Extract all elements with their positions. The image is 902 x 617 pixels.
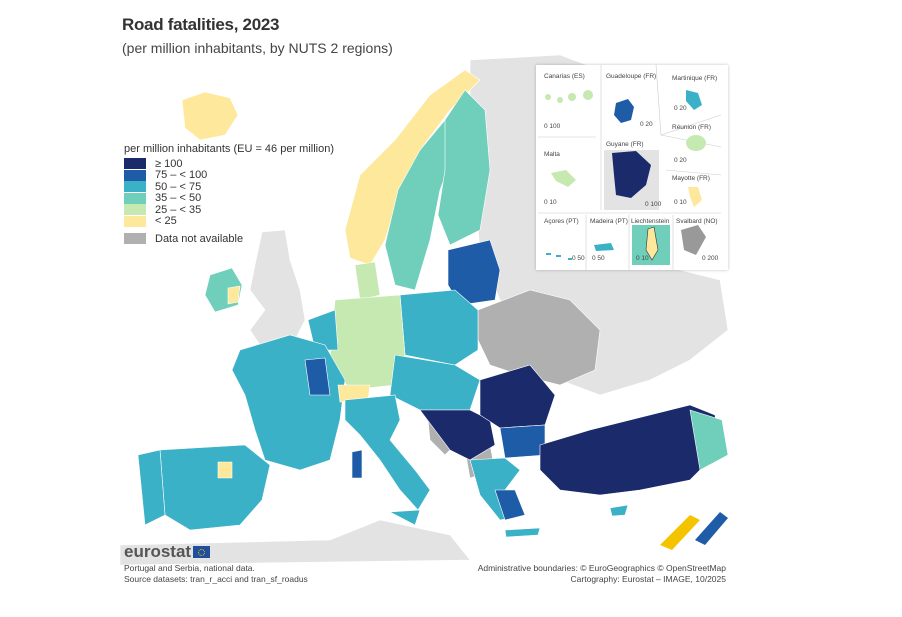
legend-item-na: Data not available (124, 233, 334, 245)
inset-panel: Canarias (ES) 0 100 Guadeloupe (FR) 0 20… (536, 65, 728, 270)
inset-scale-canarias: 0 100 (544, 123, 561, 130)
belarus-ukraine-nodata (477, 289, 601, 386)
logo-text: eurostat (124, 542, 192, 561)
inset-label-martinique: Martinique (FR) (672, 75, 718, 82)
inset-label-svalbard: Svalbard (NO) (676, 218, 718, 225)
legend-item: 25 – < 35 (124, 204, 334, 216)
italy (344, 394, 431, 511)
map-subtitle: (per million inhabitants, by NUTS 2 regi… (122, 40, 393, 56)
legend-item: 75 – < 100 (124, 169, 334, 182)
crete (504, 527, 541, 538)
legend-item: ≥ 100 (124, 158, 334, 170)
legend-item: < 25 (124, 215, 334, 228)
canarias-shape (545, 90, 593, 103)
finland (437, 89, 491, 246)
denmark (354, 261, 381, 301)
acores-shape (546, 253, 572, 260)
map-title: Road fatalities, 2023 (122, 15, 280, 34)
legend-swatch (124, 192, 146, 204)
svalbard-shape (681, 225, 706, 255)
inset-scale-madeira: 0 50 (592, 255, 605, 262)
footer-notes: Portugal and Serbia, national data. Sour… (124, 563, 308, 585)
legend-item: 50 – < 75 (124, 181, 334, 193)
legend-swatch (124, 181, 146, 193)
baltic-states (447, 239, 501, 306)
legend-label: ≥ 100 (155, 157, 183, 170)
legend-item: 35 – < 50 (124, 192, 334, 205)
legend-swatch (124, 215, 146, 227)
inset-scale-acores: 0 50 (572, 255, 585, 262)
central-europe (389, 354, 481, 411)
madeira-shape (594, 243, 614, 251)
legend-label: Data not available (155, 232, 244, 245)
inset-label-guadeloupe: Guadeloupe (FR) (606, 73, 657, 80)
greece-south (494, 489, 526, 521)
legend-label: < 25 (155, 215, 177, 228)
france-centre-east (304, 357, 331, 396)
guyane-shape (612, 151, 651, 198)
footer-note: Portugal and Serbia, national data. (124, 563, 255, 573)
inset-label-guyane: Guyane (FR) (606, 141, 644, 148)
legend-label: 35 – < 50 (155, 192, 202, 205)
benelux (307, 309, 339, 351)
uk-region (249, 229, 306, 346)
legend-label: 25 – < 35 (155, 203, 202, 216)
footer-source: Source datasets: tran_r_acci and tran_sf… (124, 574, 308, 584)
legend-label: 50 – < 75 (155, 180, 202, 193)
turkey-east (689, 409, 729, 471)
inset-scale-reunion: 0 20 (674, 157, 687, 164)
guadeloupe-shape (614, 99, 634, 123)
bulgaria (499, 424, 546, 459)
portugal (137, 449, 166, 526)
inset-label-liechtenstein: Liechtenstein (631, 218, 670, 225)
spain (159, 444, 271, 531)
cyprus (609, 504, 629, 517)
eurostat-logo: eurostat (124, 542, 211, 562)
legend-title: per million inhabitants (EU = 46 per mil… (124, 143, 335, 155)
inset-scale-guadeloupe: 0 20 (640, 121, 653, 128)
sicily (388, 509, 421, 526)
inset-label-madeira: Madeira (PT) (590, 218, 628, 225)
sweden (384, 119, 456, 291)
eurostat-decor-yellow (660, 515, 700, 550)
legend-label: 75 – < 100 (155, 169, 208, 182)
spain-madrid (217, 461, 233, 479)
inset-scale-malta: 0 10 (544, 199, 557, 206)
inset-scale-guyane: 0 100 (645, 201, 662, 208)
iceland (181, 91, 239, 141)
inset-label-canarias: Canarias (ES) (544, 73, 585, 80)
malta-shape (551, 170, 576, 187)
eurostat-decor-blue (695, 512, 728, 545)
liechtenstein-shape (645, 226, 659, 261)
inset-label-acores: Açores (PT) (544, 218, 579, 225)
croatia-serbia-bosnia (419, 409, 496, 461)
poland (399, 289, 479, 366)
footer-credit-boundaries: Administrative boundaries: © EuroGeograp… (477, 563, 726, 573)
inset-scale-liechtenstein: 0 10 (636, 255, 649, 262)
reunion-shape (686, 135, 706, 151)
eu-flag-icon (193, 546, 211, 558)
inset-scale-svalbard: 0 200 (702, 255, 719, 262)
legend-swatch (124, 233, 146, 245)
inset-scale-martinique: 0 20 (674, 105, 687, 112)
mayotte-shape (688, 187, 702, 207)
inset-scale-mayotte: 0 10 (674, 199, 687, 206)
footer-credits: Administrative boundaries: © EuroGeograp… (478, 563, 726, 585)
ireland-east (227, 285, 241, 305)
footer-credit-cartography: Cartography: Eurostat – IMAGE, 10/2025 (570, 574, 726, 584)
inset-label-mayotte: Mayotte (FR) (672, 175, 710, 182)
inset-maps (538, 65, 722, 270)
legend: per million inhabitants (EU = 46 per mil… (124, 143, 334, 245)
legend-swatch (124, 158, 146, 170)
martinique-shape (686, 90, 702, 110)
legend-swatch (124, 204, 146, 216)
legend-swatch (124, 169, 146, 181)
inset-label-reunion: Réunion (FR) (672, 124, 712, 131)
inset-label-malta: Malta (544, 151, 560, 158)
sardinia (351, 449, 363, 479)
